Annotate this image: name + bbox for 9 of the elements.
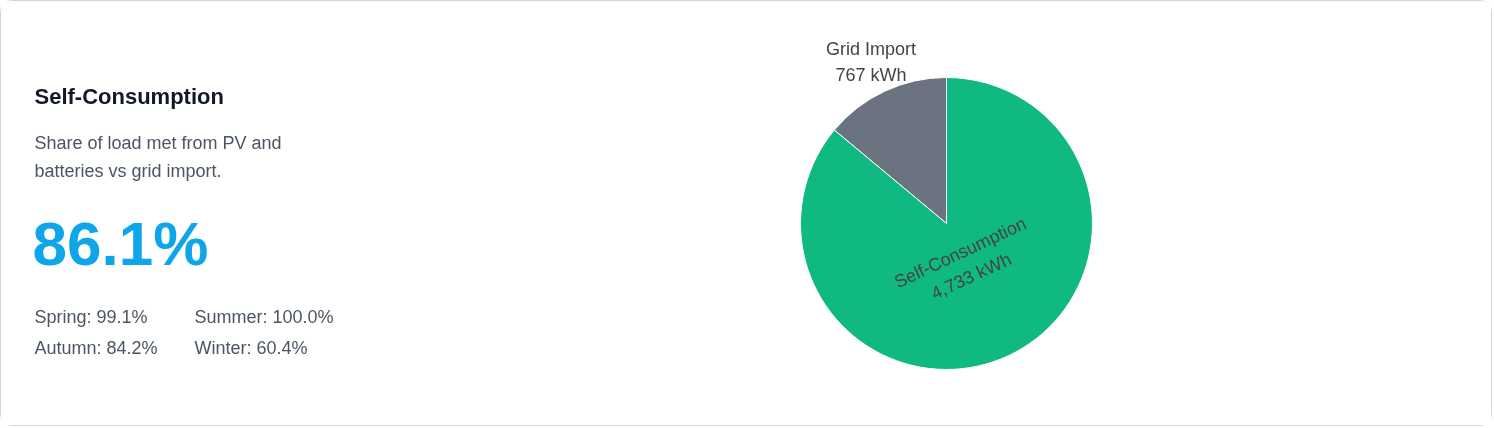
slice-label: Grid Import bbox=[825, 39, 916, 60]
text: Autumn: 84.2% bbox=[34, 337, 158, 358]
text: Self-Consumption bbox=[34, 84, 224, 109]
text: Share of load met from PV and batteries vs grid import. bbox=[34, 132, 282, 181]
text: Summer: 100.0% bbox=[194, 306, 334, 327]
data-label: 767 kWh bbox=[835, 65, 907, 86]
text: 86.1% bbox=[32, 209, 209, 278]
text: Winter: 60.4% bbox=[194, 337, 308, 358]
text: Spring: 99.1% bbox=[34, 306, 148, 327]
